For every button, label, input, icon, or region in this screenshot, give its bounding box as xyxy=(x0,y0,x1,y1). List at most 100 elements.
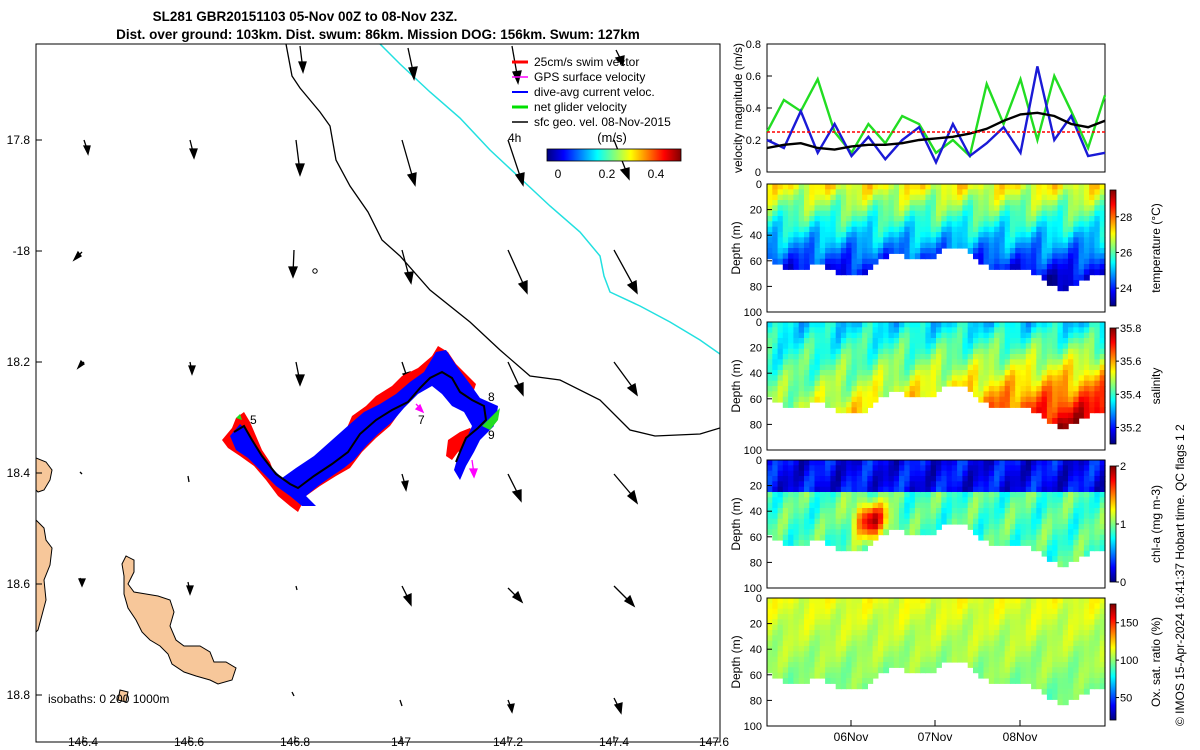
section-cell xyxy=(1073,232,1080,238)
section-cell xyxy=(930,465,937,472)
section-cell xyxy=(988,481,995,488)
section-cell xyxy=(988,322,995,328)
section-cell xyxy=(1068,364,1074,371)
figure-title-line1: SL281 GBR20151103 05-Nov 00Z to 08-Nov 2… xyxy=(153,9,458,24)
section-cell xyxy=(1041,242,1048,249)
section-cell xyxy=(1052,269,1059,276)
section-cell xyxy=(978,603,985,610)
section-cell xyxy=(914,359,921,366)
section-cell xyxy=(1089,264,1096,270)
section-cell xyxy=(830,396,837,403)
section-cell xyxy=(846,672,853,679)
section-cell xyxy=(988,258,995,265)
section-cell xyxy=(909,380,916,387)
section-cell xyxy=(1062,412,1069,419)
section-cell xyxy=(973,380,979,387)
section-cell xyxy=(819,635,826,642)
section-cell xyxy=(1004,460,1011,466)
section-cell xyxy=(1062,550,1069,557)
section-cell xyxy=(946,380,953,387)
section-cell xyxy=(899,343,905,350)
section-cell xyxy=(946,465,953,472)
section-cell xyxy=(941,205,948,212)
section-cell xyxy=(962,375,969,382)
section-cell xyxy=(846,253,853,260)
section-cell xyxy=(930,481,937,488)
section-cell xyxy=(914,465,921,472)
section-cell xyxy=(825,678,831,684)
section-cell xyxy=(951,242,958,249)
section-cell xyxy=(899,502,905,509)
section-cell xyxy=(804,375,810,382)
section-cell xyxy=(904,598,911,604)
section-cell xyxy=(1025,221,1032,228)
section-cell xyxy=(851,189,858,196)
section-colorbar xyxy=(1109,327,1117,445)
section-cell xyxy=(1046,646,1053,652)
section-cell xyxy=(840,635,847,642)
section-cell xyxy=(851,396,858,403)
island-circle-marker xyxy=(312,268,318,274)
section-cell xyxy=(920,380,927,387)
section-cell xyxy=(1015,343,1022,350)
section-cell xyxy=(1057,232,1064,238)
section-cell xyxy=(1046,253,1053,260)
section-cell xyxy=(1083,672,1090,679)
section-cell xyxy=(788,354,794,360)
section-cell xyxy=(825,226,831,233)
section-cell xyxy=(872,332,879,339)
section-cell xyxy=(877,502,884,509)
section-cell xyxy=(814,248,821,254)
section-cell xyxy=(1009,635,1016,642)
section-cell xyxy=(1046,497,1053,504)
section-cell xyxy=(804,513,810,520)
section-cell xyxy=(846,545,853,552)
section-cell xyxy=(851,343,858,350)
section-cell xyxy=(835,391,842,398)
section-cell xyxy=(904,481,911,488)
section-cell xyxy=(1089,226,1096,233)
section-cell xyxy=(994,391,1000,398)
section-cell xyxy=(1015,232,1022,238)
section-cell xyxy=(888,662,895,668)
section-cell xyxy=(825,359,831,366)
section-cell xyxy=(1099,386,1106,392)
section-cell xyxy=(1015,481,1022,488)
section-cell xyxy=(1015,540,1022,546)
section-cell xyxy=(1036,502,1043,509)
section-cell xyxy=(1057,216,1064,222)
section-cell xyxy=(825,497,831,504)
section-cell xyxy=(1062,524,1069,530)
section-cell xyxy=(1015,486,1022,493)
section-cell xyxy=(767,476,773,482)
section-cell xyxy=(1046,635,1053,642)
section-cell xyxy=(846,683,853,690)
section-cell xyxy=(994,253,1000,260)
section-cell xyxy=(814,253,821,260)
section-cell xyxy=(1004,608,1011,615)
section-cell xyxy=(1025,354,1032,360)
section-cell xyxy=(846,540,853,546)
section-cell xyxy=(1046,662,1053,668)
section-cell xyxy=(1031,518,1037,525)
section-cell xyxy=(851,651,858,658)
section-cell xyxy=(999,253,1006,260)
section-cell xyxy=(1094,264,1101,270)
section-cell xyxy=(994,248,1000,254)
section-cell xyxy=(1031,540,1037,546)
section-cell xyxy=(946,194,953,201)
section-cell xyxy=(1094,651,1101,658)
section-cell xyxy=(973,656,979,663)
section-cell xyxy=(1078,678,1085,684)
section-cell xyxy=(1009,226,1016,233)
section-cell xyxy=(814,221,821,228)
section-cell xyxy=(772,651,779,658)
section-cell xyxy=(819,253,826,260)
section-cell xyxy=(930,529,937,536)
section-cell xyxy=(1068,545,1074,552)
section-cell xyxy=(1099,237,1106,244)
section-cell xyxy=(888,630,895,636)
section-cell xyxy=(825,194,831,201)
section-cell xyxy=(914,343,921,350)
section-cell xyxy=(1046,396,1053,403)
